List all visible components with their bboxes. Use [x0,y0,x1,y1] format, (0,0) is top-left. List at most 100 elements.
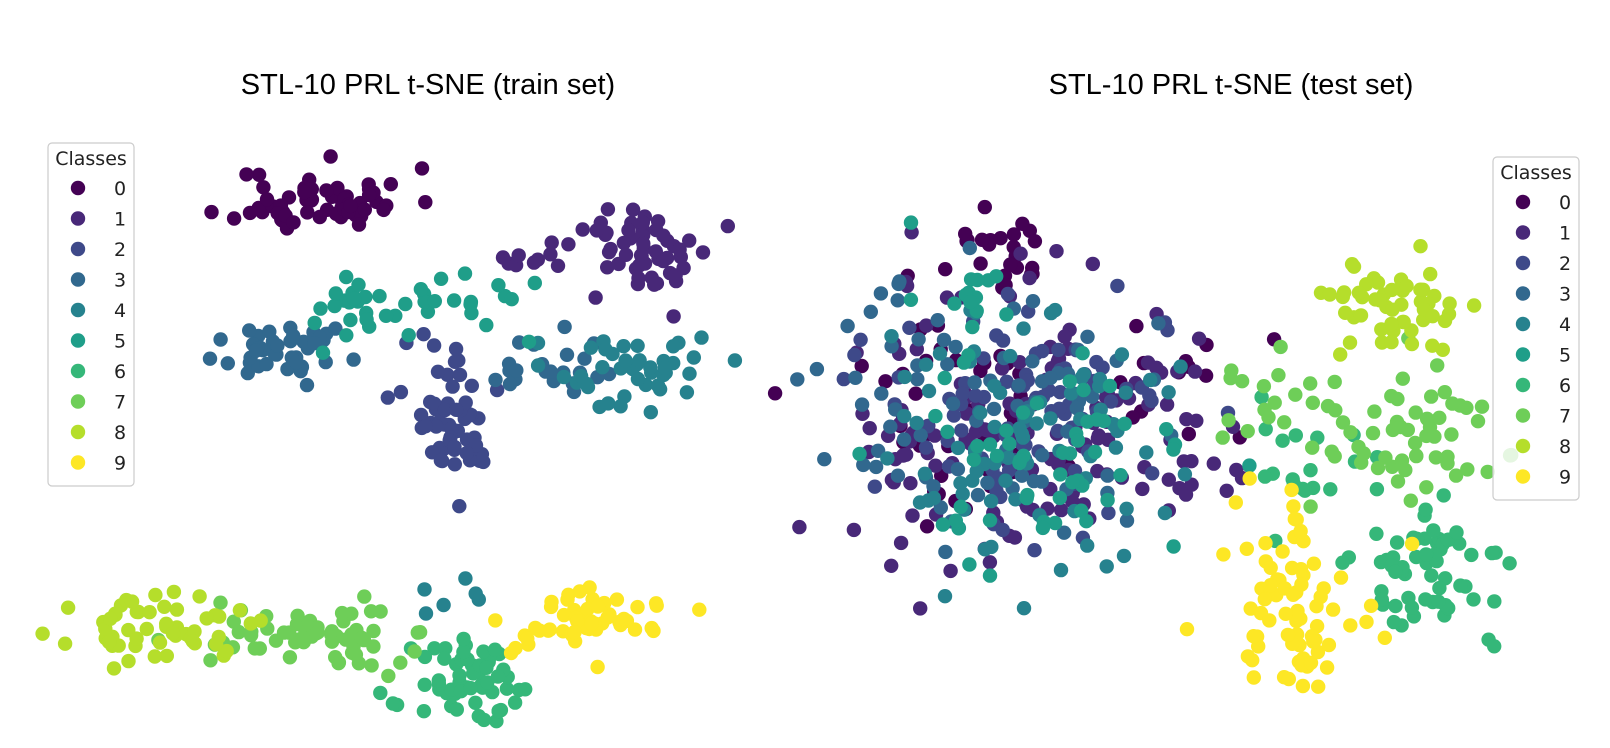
point-class-1 [1187,364,1203,379]
legend-marker-4 [1515,316,1531,332]
point-class-5 [339,269,354,285]
point-class-2 [1027,543,1042,558]
point-class-6 [1323,482,1338,497]
point-class-7 [1328,403,1343,418]
point-class-3 [790,372,805,387]
point-class-8 [1442,296,1457,311]
point-class-0 [300,205,315,220]
legend-marker-1 [1515,225,1531,240]
point-class-1 [903,476,918,491]
point-class-6 [431,673,446,688]
point-class-8 [1437,313,1453,329]
point-class-2 [430,364,446,379]
point-class-8 [1351,285,1367,300]
legend-label-2: 2 [1559,253,1571,275]
point-class-7 [1378,450,1393,465]
point-class-6 [1295,481,1311,497]
point-class-4 [1063,386,1079,401]
point-class-7 [356,632,372,648]
point-class-8 [1384,335,1399,350]
point-class-8 [159,648,174,664]
point-class-7 [1419,411,1435,426]
point-class-5 [504,292,519,307]
point-class-9 [1281,671,1297,687]
point-class-1 [550,258,566,273]
point-class-5 [479,317,494,333]
point-class-4 [953,476,968,491]
point-class-1 [792,519,807,535]
point-class-0 [414,161,430,176]
point-class-5 [339,328,354,343]
point-class-8 [101,634,117,650]
point-class-2 [445,379,460,394]
point-class-1 [1057,329,1072,344]
point-class-1 [905,508,920,523]
point-class-8 [232,603,248,618]
point-class-8 [1333,347,1348,362]
point-class-8 [165,626,181,641]
point-class-9 [567,625,582,640]
point-class-5 [413,282,429,297]
point-class-7 [1365,425,1381,441]
point-class-8 [1404,336,1420,352]
point-class-5 [1117,416,1132,431]
point-class-9 [1333,570,1349,585]
point-class-5 [852,446,867,462]
point-class-7 [310,625,326,640]
point-class-1 [631,271,646,286]
point-class-9 [1284,482,1299,498]
legend-marker-8 [1515,438,1531,454]
point-class-5 [903,215,919,230]
point-class-1 [603,241,618,257]
point-class-4 [613,399,628,414]
point-class-6 [1466,592,1481,607]
point-class-5 [1053,467,1068,482]
point-class-8 [157,599,172,614]
legend-frame [1492,156,1580,501]
point-class-7 [324,634,340,649]
point-class-7 [381,668,396,684]
point-class-3 [980,475,995,490]
point-class-5 [937,370,952,386]
point-class-2 [447,457,462,472]
point-class-3 [488,372,503,388]
point-class-6 [385,696,401,711]
point-class-1 [1013,246,1028,261]
point-class-4 [1000,450,1016,465]
point-class-2 [413,407,429,423]
point-class-1 [896,448,911,463]
point-class-2 [995,522,1010,538]
point-class-4 [897,408,912,424]
point-class-4 [632,353,647,368]
point-class-1 [543,247,558,262]
legend-label-6: 6 [114,361,126,383]
point-class-6 [1369,526,1384,541]
point-class-4 [643,360,658,375]
point-class-9 [1321,637,1337,653]
point-class-1 [1161,472,1177,487]
point-class-7 [1398,462,1413,478]
point-class-1 [656,253,671,269]
point-class-6 [1418,547,1434,562]
point-class-1 [600,260,615,275]
point-class-7 [1288,387,1303,402]
point-class-0 [383,177,398,192]
point-class-8 [1395,314,1411,330]
point-class-3 [202,351,218,366]
legend-marker-0 [1515,194,1531,210]
point-class-2 [1101,505,1116,521]
point-class-5 [1015,405,1031,420]
point-class-4 [573,369,589,384]
point-class-6 [427,641,442,656]
point-class-2 [954,423,969,438]
point-class-4 [1118,385,1133,400]
point-class-7 [1234,374,1250,389]
point-class-8 [1322,287,1338,302]
point-class-8 [1372,293,1388,308]
point-class-3 [926,479,941,494]
legend-label-1: 1 [114,209,126,231]
legend-label-4: 4 [114,300,126,322]
point-class-7 [1409,448,1424,463]
point-class-4 [1016,601,1032,616]
point-class-4 [1099,559,1114,574]
